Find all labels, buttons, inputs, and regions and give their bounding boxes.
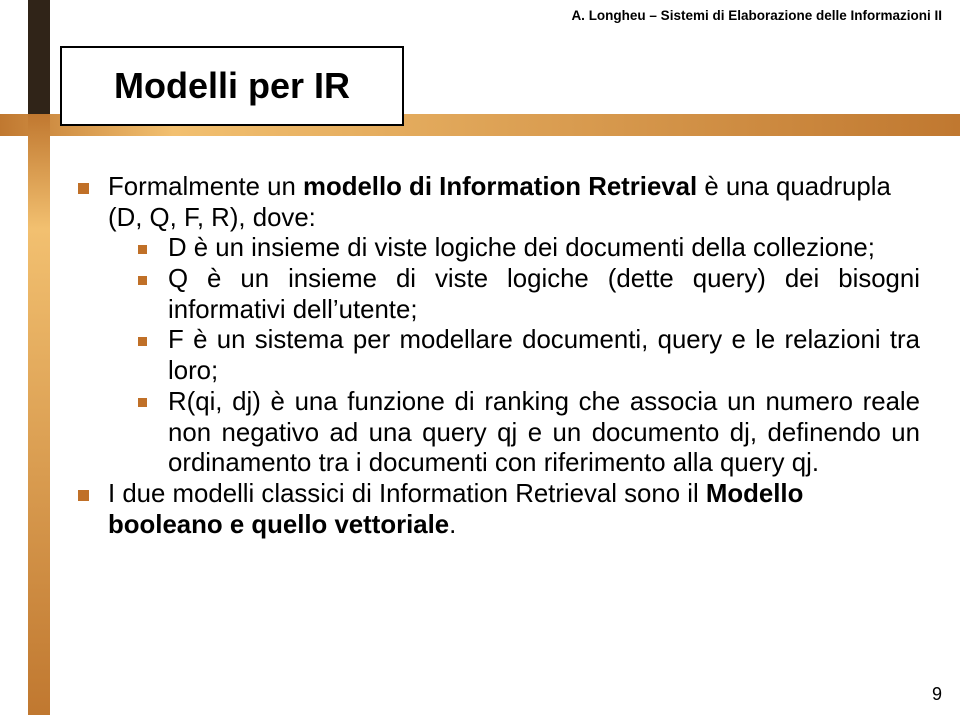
bullet-level2: R(qi, dj) è una funzione di ranking che … bbox=[138, 387, 920, 479]
text: R(qi, dj) è una funzione di ranking che … bbox=[168, 388, 920, 477]
square-bullet-icon bbox=[138, 245, 147, 254]
text-bold: modello di Information Retrieval bbox=[303, 173, 697, 201]
text: I due modelli classici di Information Re… bbox=[108, 480, 706, 508]
slide: A. Longheu – Sistemi di Elaborazione del… bbox=[0, 0, 960, 715]
title-box: Modelli per IR bbox=[60, 46, 404, 126]
square-bullet-icon bbox=[138, 398, 147, 407]
text: Formalmente un bbox=[108, 173, 303, 201]
square-bullet-icon bbox=[138, 276, 147, 285]
bullet-level1: Formalmente un modello di Information Re… bbox=[78, 172, 920, 479]
text: Q è un insieme di viste logiche (dette q… bbox=[168, 265, 920, 324]
square-bullet-icon bbox=[78, 490, 89, 501]
bullet-level1: I due modelli classici di Information Re… bbox=[78, 479, 920, 540]
content-area: Formalmente un modello di Information Re… bbox=[78, 172, 920, 540]
text: D è un insieme di viste logiche dei docu… bbox=[168, 234, 875, 262]
square-bullet-icon bbox=[78, 183, 89, 194]
text: . bbox=[449, 511, 456, 539]
bullet-level2: F è un sistema per modellare documenti, … bbox=[138, 325, 920, 386]
decor-bar-vertical bbox=[28, 0, 50, 715]
bullet-level2: Q è un insieme di viste logiche (dette q… bbox=[138, 264, 920, 325]
page-number: 9 bbox=[932, 684, 942, 705]
square-bullet-icon bbox=[138, 337, 147, 346]
text: F è un sistema per modellare documenti, … bbox=[168, 326, 920, 385]
slide-title: Modelli per IR bbox=[62, 48, 402, 124]
header-author-course: A. Longheu – Sistemi di Elaborazione del… bbox=[571, 8, 942, 23]
bullet-level2: D è un insieme di viste logiche dei docu… bbox=[138, 233, 920, 264]
